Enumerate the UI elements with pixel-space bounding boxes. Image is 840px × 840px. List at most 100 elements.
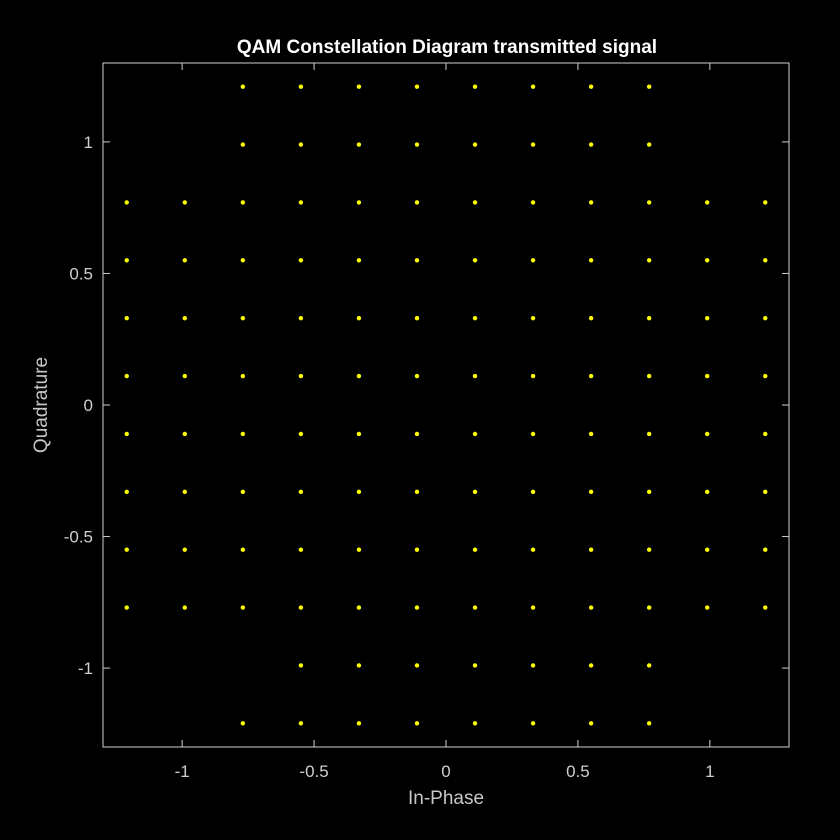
y-axis-label: Quadrature: [31, 357, 52, 453]
constellation-point: [588, 605, 594, 610]
constellation-point: [298, 84, 304, 89]
constellation-point: [646, 605, 652, 610]
constellation-point: [124, 373, 129, 379]
constellation-point: [588, 721, 594, 726]
constellation-point: [530, 200, 536, 205]
constellation-point: [530, 142, 536, 147]
constellation-point: [124, 547, 129, 552]
constellation-point: [182, 315, 187, 321]
constellation-point: [356, 721, 362, 726]
constellation-point: [588, 489, 594, 495]
constellation-point: [588, 431, 594, 437]
constellation-point: [356, 663, 362, 668]
constellation-point: [763, 315, 768, 321]
constellation-point: [414, 315, 420, 321]
constellation-point: [240, 142, 246, 147]
constellation-point: [530, 721, 536, 726]
y-axis-ticks: -1 -0.5 0 0.5 1: [64, 133, 789, 678]
constellation-point: [588, 663, 594, 668]
constellation-point: [472, 200, 478, 205]
constellation-point: [588, 258, 594, 263]
x-tick-label: 0: [441, 762, 450, 781]
constellation-point: [356, 373, 362, 379]
constellation-point: [414, 200, 420, 205]
constellation-point: [588, 315, 594, 321]
constellation-point: [124, 431, 129, 437]
constellation-point: [530, 431, 536, 437]
constellation-point: [646, 431, 652, 437]
y-tick-label: -0.5: [64, 528, 93, 547]
constellation-point: [705, 605, 710, 610]
constellation-point: [182, 605, 187, 610]
constellation-point: [124, 200, 129, 205]
x-tick-label: 1: [705, 762, 714, 781]
constellation-point: [414, 431, 420, 437]
constellation-point: [705, 258, 710, 263]
constellation-point: [240, 315, 246, 321]
constellation-point: [356, 258, 362, 263]
constellation-point: [530, 663, 536, 668]
constellation-point: [763, 605, 768, 610]
constellation-point: [124, 605, 129, 610]
constellation-point: [530, 258, 536, 263]
constellation-point: [646, 663, 652, 668]
constellation-point: [298, 315, 304, 321]
chart-title: QAM Constellation Diagram transmitted si…: [237, 37, 657, 58]
constellation-point: [298, 663, 304, 668]
constellation-point: [588, 200, 594, 205]
constellation-point: [646, 258, 652, 263]
x-axis-label: In-Phase: [408, 788, 484, 809]
constellation-point: [472, 605, 478, 610]
constellation-point: [298, 258, 304, 263]
constellation-point: [182, 373, 187, 379]
data-points: [124, 84, 768, 726]
constellation-point: [763, 547, 768, 552]
constellation-point: [763, 200, 768, 205]
constellation-point: [298, 605, 304, 610]
constellation-point: [472, 84, 478, 89]
constellation-point: [646, 489, 652, 495]
constellation-point: [763, 431, 768, 437]
y-tick-label: -1: [78, 659, 93, 678]
constellation-point: [588, 547, 594, 552]
constellation-point: [705, 431, 710, 437]
constellation-point: [705, 315, 710, 321]
constellation-point: [240, 605, 246, 610]
constellation-point: [356, 200, 362, 205]
constellation-point: [356, 431, 362, 437]
constellation-point: [472, 663, 478, 668]
constellation-point: [298, 547, 304, 552]
constellation-point: [646, 315, 652, 321]
constellation-point: [705, 547, 710, 552]
constellation-point: [472, 258, 478, 263]
constellation-point: [414, 84, 420, 89]
constellation-point: [472, 547, 478, 552]
constellation-point: [414, 373, 420, 379]
constellation-point: [182, 258, 187, 263]
y-tick-label: 0.5: [69, 264, 93, 283]
constellation-point: [182, 547, 187, 552]
constellation-point: [240, 431, 246, 437]
constellation-point: [298, 373, 304, 379]
constellation-point: [414, 489, 420, 495]
constellation-point: [763, 258, 768, 263]
constellation-point: [588, 84, 594, 89]
constellation-point: [530, 315, 536, 321]
y-tick-label: 0: [84, 396, 93, 415]
x-axis-ticks: -1 -0.5 0 0.5 1: [175, 63, 715, 781]
x-tick-label: -1: [175, 762, 190, 781]
constellation-point: [414, 258, 420, 263]
constellation-point: [763, 373, 768, 379]
constellation-point: [646, 721, 652, 726]
constellation-point: [356, 142, 362, 147]
constellation-point: [298, 431, 304, 437]
constellation-point: [705, 373, 710, 379]
constellation-point: [646, 373, 652, 379]
x-tick-label: 0.5: [566, 762, 590, 781]
constellation-point: [588, 142, 594, 147]
constellation-point: [124, 315, 129, 321]
constellation-point: [240, 489, 246, 495]
constellation-point: [240, 721, 246, 726]
constellation-point: [182, 200, 187, 205]
